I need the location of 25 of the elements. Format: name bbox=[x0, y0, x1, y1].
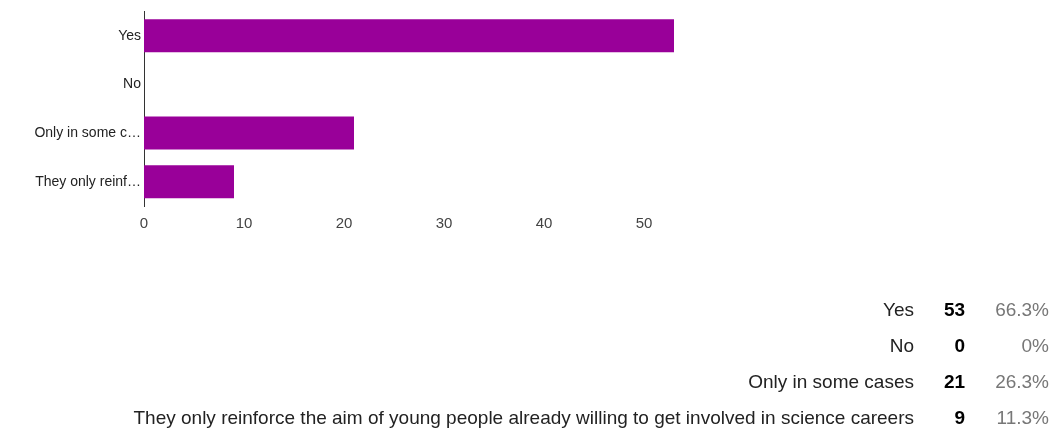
text: 26.3% bbox=[994, 370, 1049, 394]
text: 66.3% bbox=[994, 298, 1049, 322]
text: 0 bbox=[953, 334, 966, 358]
text: Only in some cases bbox=[747, 370, 914, 394]
x-tick-label: 10 bbox=[235, 214, 253, 232]
text: 21 bbox=[943, 370, 966, 394]
text: 11.3% bbox=[995, 406, 1049, 430]
text: 9 bbox=[953, 406, 966, 430]
y-tick-label: No bbox=[123, 75, 142, 92]
x-tick-label: 50 bbox=[635, 214, 653, 232]
text: 0% bbox=[1020, 334, 1049, 358]
text: They only reinforce the aim of young people already willing to get involved in science careers bbox=[133, 406, 914, 430]
y-tick-label: Yes bbox=[118, 26, 141, 43]
y-tick-label: They only reinf… bbox=[35, 172, 141, 189]
text: Yes bbox=[882, 298, 914, 322]
x-tick-label: 20 bbox=[335, 214, 353, 232]
bar bbox=[144, 165, 234, 199]
x-tick-label: 40 bbox=[535, 214, 553, 232]
x-tick-label: 0 bbox=[139, 214, 149, 232]
bar bbox=[144, 19, 674, 53]
text: 53 bbox=[943, 298, 966, 322]
y-tick-label: Only in some c… bbox=[34, 123, 141, 140]
bar bbox=[144, 116, 354, 150]
text: No bbox=[888, 334, 914, 358]
x-tick-label: 30 bbox=[435, 214, 453, 232]
